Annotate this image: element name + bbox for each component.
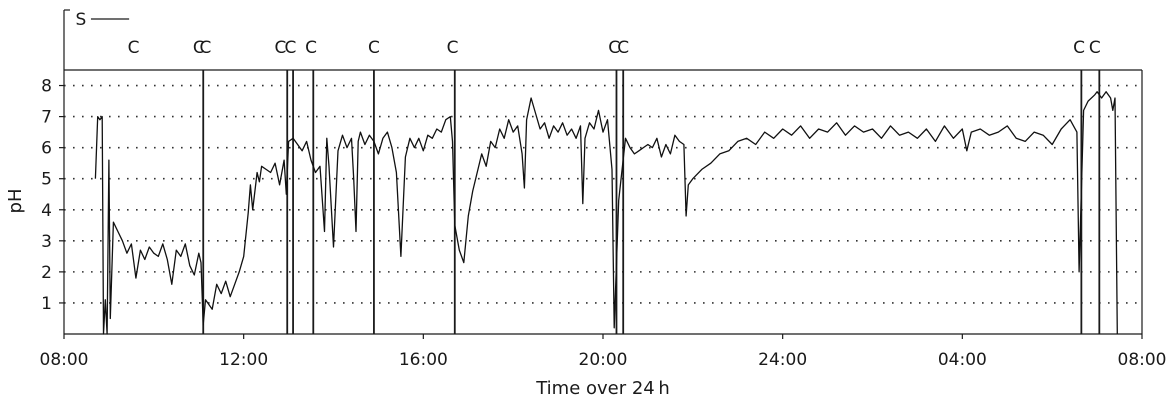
y-tick-label: 4	[41, 201, 52, 221]
x-axis-title: Time over 24 h	[535, 378, 670, 399]
ph-series-line	[94, 91, 1118, 335]
meal-marker-label: C	[1089, 38, 1101, 58]
meal-marker-label: C	[447, 38, 459, 58]
y-ticks: 1 2 3 4 5 6 7 8	[41, 77, 64, 314]
gridlines	[64, 84, 1142, 304]
marker-strip	[63, 9, 1142, 71]
y-tick-label: 3	[41, 232, 52, 252]
series	[94, 91, 1118, 335]
axes	[63, 70, 1143, 335]
meal-marker-label: C	[617, 38, 629, 58]
meal-marker-label: C	[200, 38, 212, 58]
meal-marker-label: C	[608, 38, 620, 58]
y-axis-title: pH	[5, 189, 26, 214]
y-tick-label: 5	[41, 170, 52, 190]
x-tick-label: 04:00	[938, 350, 987, 370]
x-tick-label: 16:00	[399, 350, 448, 370]
x-tick-label: 08:00	[40, 350, 89, 370]
meal-marker-label: C	[275, 38, 287, 58]
y-tick-label: 6	[41, 139, 52, 159]
meal-marker-label: C	[305, 38, 317, 58]
marker-strip-frame	[63, 10, 1142, 71]
meal-lines	[202, 70, 1101, 334]
supine-marker-label: S	[76, 10, 87, 30]
x-ticks: 08:00 12:00 16:00 20:00 24:00 04:00 08:00	[40, 334, 1167, 370]
supine-marker: S	[76, 10, 130, 30]
meal-marker-label: C	[128, 38, 140, 58]
meal-marker-labels: C CC CC C C C CC C C	[128, 38, 1101, 58]
x-tick-label: 24:00	[758, 350, 807, 370]
x-tick-label: 08:00	[1118, 350, 1167, 370]
y-tick-label: 1	[41, 294, 52, 314]
meal-marker-label: C	[1073, 38, 1085, 58]
x-tick-label: 20:00	[579, 350, 628, 370]
y-tick-label: 2	[41, 263, 52, 283]
meal-marker-label: C	[368, 38, 380, 58]
meal-marker-label: C	[193, 38, 205, 58]
x-tick-label: 12:00	[219, 350, 268, 370]
meal-marker-label: C	[284, 38, 296, 58]
y-tick-label: 7	[41, 108, 52, 128]
y-tick-label: 8	[41, 77, 52, 97]
